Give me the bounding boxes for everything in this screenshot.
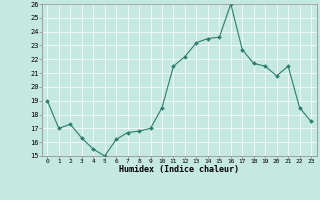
X-axis label: Humidex (Indice chaleur): Humidex (Indice chaleur) (119, 165, 239, 174)
